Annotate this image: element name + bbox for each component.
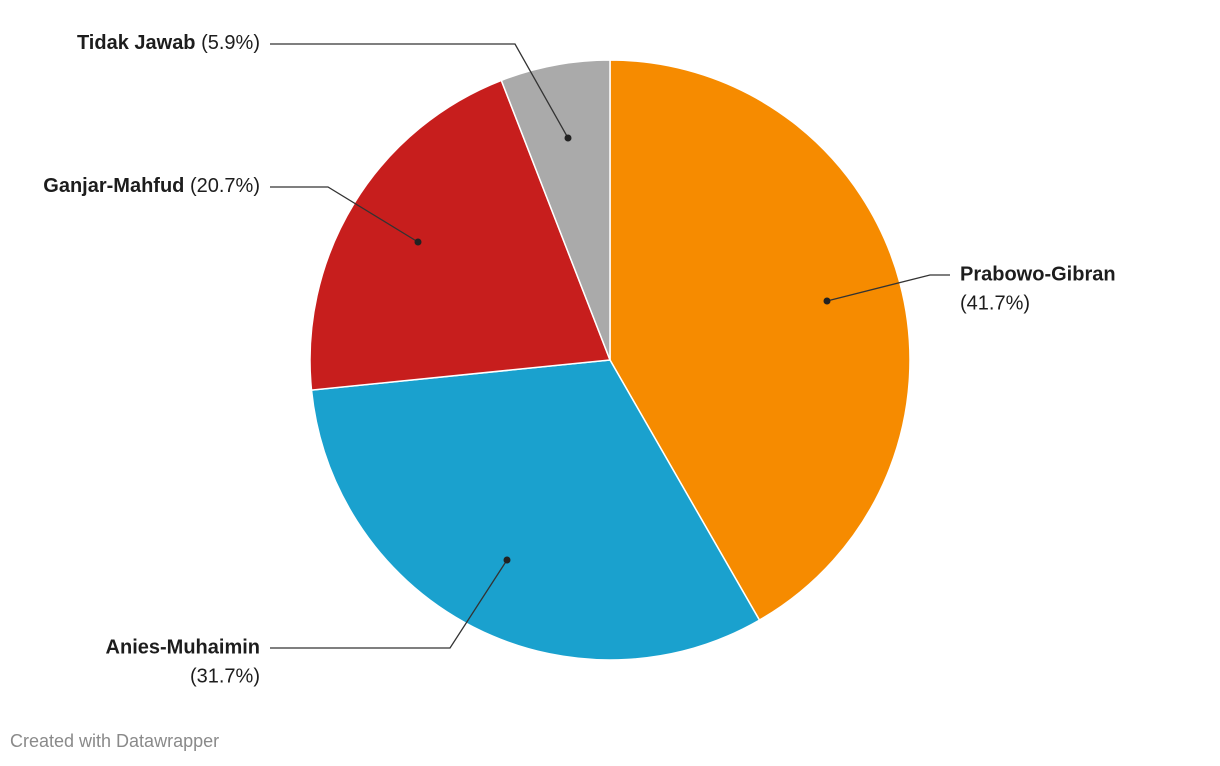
slice-value-label: (20.7%) — [190, 175, 260, 197]
source: Created with Datawrapper — [10, 731, 219, 751]
leader-dot — [414, 238, 422, 246]
leader-line — [270, 559, 508, 649]
slice-value-label: (31.7%) — [190, 665, 260, 687]
slice-label: Prabowo-Gibran — [960, 263, 1116, 285]
leader-line — [270, 43, 569, 139]
leader-dot — [564, 134, 572, 142]
slice-label: Tidak Jawab — [77, 32, 196, 54]
leader-line — [270, 186, 419, 243]
pie-slice — [500, 59, 611, 361]
leader-line — [826, 274, 950, 302]
slice-value-label: (5.9%) — [201, 32, 260, 54]
slice-label-group: Ganjar-Mahfud (20.7%) — [43, 175, 260, 197]
slice-value-label: (41.7%) — [960, 292, 1030, 314]
leader-dot — [503, 556, 511, 564]
leader-dot — [823, 297, 831, 305]
slice-label: Ganjar-Mahfud — [43, 175, 184, 197]
slice-label-group: Tidak Jawab (5.9%) — [77, 32, 260, 54]
slice-label: Anies-Muhaimin — [106, 636, 260, 658]
pie-slice — [310, 359, 761, 661]
